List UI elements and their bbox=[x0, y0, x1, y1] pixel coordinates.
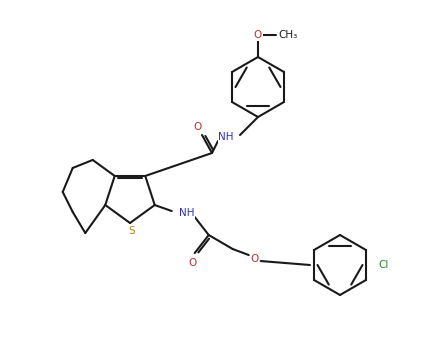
Text: S: S bbox=[128, 226, 135, 236]
Text: O: O bbox=[253, 30, 261, 40]
Text: NH: NH bbox=[179, 208, 194, 218]
Text: O: O bbox=[194, 122, 201, 132]
Text: NH: NH bbox=[218, 132, 233, 142]
Text: CH₃: CH₃ bbox=[278, 30, 297, 40]
Text: O: O bbox=[250, 254, 258, 264]
Text: O: O bbox=[188, 258, 196, 268]
Text: Cl: Cl bbox=[378, 260, 389, 270]
